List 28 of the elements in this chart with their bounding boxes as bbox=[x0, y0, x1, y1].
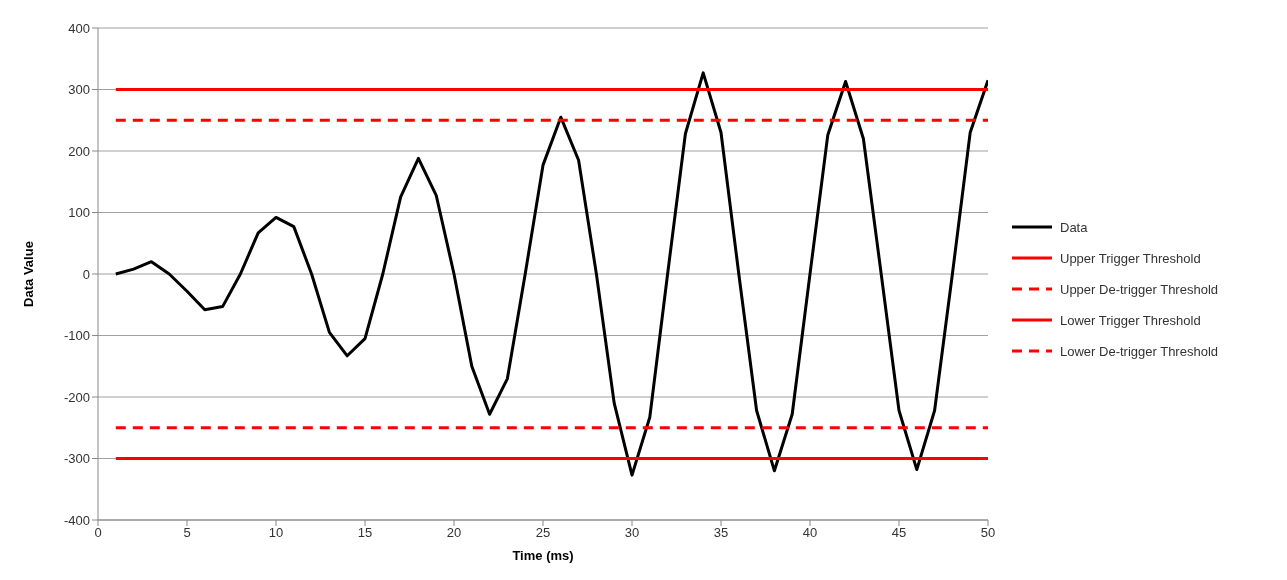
y-tick-label: -200 bbox=[63, 389, 90, 405]
y-tick-label: 300 bbox=[68, 82, 90, 98]
x-tick-label: 35 bbox=[713, 525, 729, 541]
x-tick-label: 45 bbox=[891, 525, 907, 541]
x-tick-label: 15 bbox=[357, 525, 373, 541]
x-tick-label: 20 bbox=[446, 525, 462, 541]
y-tick-label: 100 bbox=[68, 205, 90, 221]
legend-label: Lower Trigger Threshold bbox=[1060, 312, 1201, 328]
y-tick-label: -300 bbox=[63, 451, 90, 467]
legend-label: Lower De-trigger Threshold bbox=[1060, 343, 1218, 359]
x-axis-title: Time (ms) bbox=[512, 548, 574, 563]
x-tick-label: 40 bbox=[802, 525, 818, 541]
x-tick-label: 0 bbox=[94, 525, 102, 541]
x-tick-label: 30 bbox=[624, 525, 640, 541]
y-tick-label: 0 bbox=[82, 266, 90, 282]
y-tick-label: 200 bbox=[68, 143, 90, 159]
legend-label: Upper Trigger Threshold bbox=[1060, 250, 1201, 266]
line-series bbox=[114, 71, 988, 477]
y-tick-label: -100 bbox=[63, 328, 90, 344]
x-tick-label: 10 bbox=[268, 525, 284, 541]
x-tick-label: 5 bbox=[183, 525, 191, 541]
y-tick-label: -400 bbox=[63, 512, 90, 528]
y-tick-label: 400 bbox=[68, 20, 90, 36]
legend-label: Data bbox=[1060, 219, 1088, 235]
legend-label: Upper De-trigger Threshold bbox=[1060, 281, 1218, 297]
x-tick-label: 25 bbox=[535, 525, 551, 541]
y-axis-title: Data Value bbox=[20, 241, 36, 307]
x-tick-label: 50 bbox=[980, 525, 996, 541]
